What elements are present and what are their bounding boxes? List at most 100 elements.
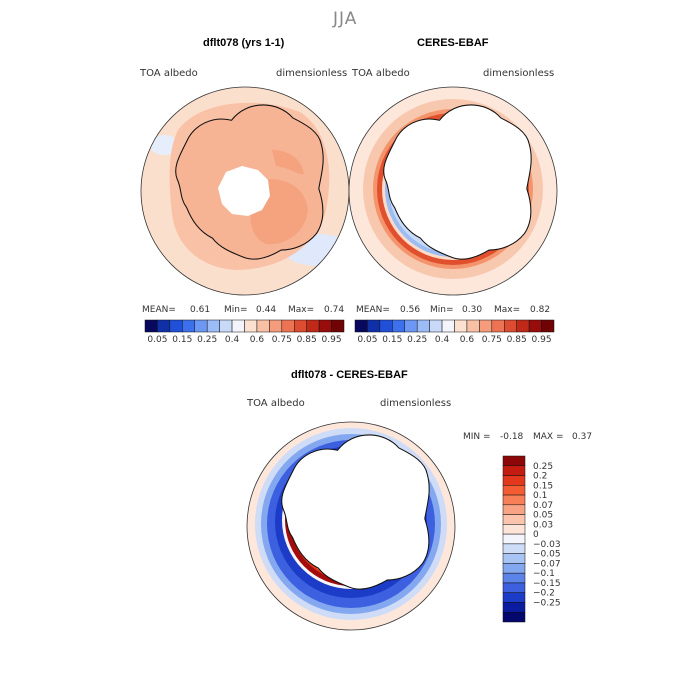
left-units-label: dimensionless: [276, 68, 348, 79]
diff-colorbar-label: −0.2: [533, 589, 555, 599]
right-colorbar-swatch: [504, 319, 517, 333]
left-max-label: Max=: [288, 305, 315, 315]
diff-colorbar-label: 0.03: [533, 520, 553, 530]
right-panel-title: CERES-EBAF: [417, 37, 489, 49]
diff-colorbar-label: 0.1: [533, 491, 547, 501]
model-blue-patch: [150, 135, 178, 155]
diff-colorbar-swatch: [502, 553, 526, 564]
diff-colorbar-swatch: [502, 592, 526, 603]
right-colorbar-swatch: [516, 319, 530, 333]
left-mean-label: MEAN=: [142, 305, 176, 315]
diff-colorbar: 0.250.20.150.10.070.050.030−0.03−0.05−0.…: [502, 455, 561, 623]
right-colorbar-swatch: [429, 319, 443, 333]
right-colorbar-label: 0.95: [532, 335, 552, 345]
left-colorbar-swatch: [182, 319, 195, 333]
right-colorbar-label: 0.05: [357, 335, 377, 345]
right-max-label: Max=: [494, 305, 521, 315]
left-min-label: Min=: [224, 305, 248, 315]
right-colorbar-swatch: [441, 319, 455, 333]
right-variable-label: TOA albedo: [352, 68, 410, 79]
obs-map-boundary: [348, 86, 558, 296]
diff-colorbar-label: −0.05: [533, 550, 561, 560]
left-colorbar-label: 0.85: [297, 335, 317, 345]
season-title: JJA: [333, 9, 358, 29]
left-variable-label: TOA albedo: [140, 68, 198, 79]
left-colorbar-swatch: [231, 319, 245, 333]
left-colorbar-label: 0.05: [147, 335, 167, 345]
model-map: [140, 86, 350, 296]
left-colorbar-swatch: [306, 319, 320, 333]
diff-max-value: 0.37: [572, 432, 593, 442]
diff-colorbar-swatch: [502, 494, 526, 506]
right-units-label: dimensionless: [483, 68, 555, 79]
left-colorbar-swatch: [281, 319, 295, 333]
diff-colorbar-swatch: [502, 533, 526, 545]
diff-colorbar-label: −0.25: [533, 598, 561, 608]
diff-colorbar-swatch: [502, 485, 526, 496]
diff-colorbar-label: 0: [533, 530, 539, 540]
diff-colorbar-swatch: [502, 465, 526, 476]
diff-colorbar-label: −0.1: [533, 569, 555, 579]
left-colorbar-label: 0.75: [272, 335, 292, 345]
left-max-value: 0.74: [324, 305, 345, 315]
right-mean-label: MEAN=: [356, 305, 390, 315]
right-colorbar-swatch: [367, 319, 381, 333]
right-mean-value: 0.56: [400, 305, 421, 315]
left-colorbar-swatch: [331, 319, 345, 333]
right-colorbar-label: 0.6: [460, 335, 475, 345]
left-colorbar-swatch: [169, 319, 183, 333]
left-colorbar-swatch: [206, 319, 220, 333]
diff-min-label: MIN =: [463, 432, 491, 442]
diff-colorbar-swatch: [502, 504, 526, 515]
diff-map: [246, 421, 456, 631]
diff-min-value: -0.18: [500, 432, 524, 442]
diff-colorbar-label: −0.03: [533, 540, 561, 550]
right-colorbar-swatch: [479, 319, 493, 333]
diff-colorbar-swatch: [502, 582, 526, 593]
left-colorbar-swatch: [244, 319, 258, 333]
right-colorbar: 0.05 0.15 0.25 0.4 0.6 0.75 0.85 0.95: [354, 319, 555, 345]
right-colorbar-swatch: [379, 319, 393, 333]
left-colorbar-swatch: [194, 319, 208, 333]
right-colorbar-swatch: [466, 319, 480, 333]
left-colorbar-label: 0.6: [250, 335, 265, 345]
diff-colorbar-swatch: [502, 611, 526, 623]
right-min-value: 0.30: [462, 305, 483, 315]
diff-colorbar-swatch: [502, 455, 526, 467]
diff-max-label: MAX =: [533, 432, 564, 442]
right-colorbar-swatch: [404, 319, 418, 333]
right-colorbar-label: 0.25: [407, 335, 427, 345]
diff-panel-title: dflt078 - CERES-EBAF: [291, 369, 408, 381]
right-colorbar-swatch: [354, 319, 368, 333]
right-colorbar-swatch: [392, 319, 405, 333]
diff-colorbar-swatch: [502, 563, 526, 574]
left-colorbar-label: 0.4: [225, 335, 240, 345]
right-colorbar-label: 0.85: [507, 335, 527, 345]
model-plateau: [272, 150, 304, 175]
right-colorbar-swatch: [491, 319, 505, 333]
diff-colorbar-swatch: [502, 524, 526, 535]
diff-colorbar-label: 0.07: [533, 501, 553, 511]
left-colorbar: 0.05 0.15 0.25 0.4 0.6 0.75 0.85 0.95: [144, 319, 345, 345]
left-panel-title: dflt078 (yrs 1-1): [203, 37, 285, 49]
left-colorbar-swatch: [318, 319, 332, 333]
diff-colorbar-swatch: [502, 602, 526, 613]
right-colorbar-label: 0.15: [382, 335, 402, 345]
left-colorbar-swatch: [256, 319, 270, 333]
diff-colorbar-label: −0.07: [533, 559, 561, 569]
diff-colorbar-swatch: [502, 543, 526, 554]
right-colorbar-swatch: [528, 319, 542, 333]
left-colorbar-swatch: [144, 319, 158, 333]
right-colorbar-swatch: [454, 319, 468, 333]
left-colorbar-swatch: [219, 319, 233, 333]
model-pole-gap: [218, 166, 270, 216]
diff-colorbar-label: 0.25: [533, 462, 553, 472]
diff-units-label: dimensionless: [380, 398, 452, 409]
diff-colorbar-label: −0.15: [533, 579, 561, 589]
right-max-value: 0.82: [530, 305, 551, 315]
diff-colorbar-swatch: [502, 572, 526, 584]
right-colorbar-swatch: [416, 319, 430, 333]
diff-colorbar-label: 0.05: [533, 511, 553, 521]
left-mean-value: 0.61: [190, 305, 211, 315]
